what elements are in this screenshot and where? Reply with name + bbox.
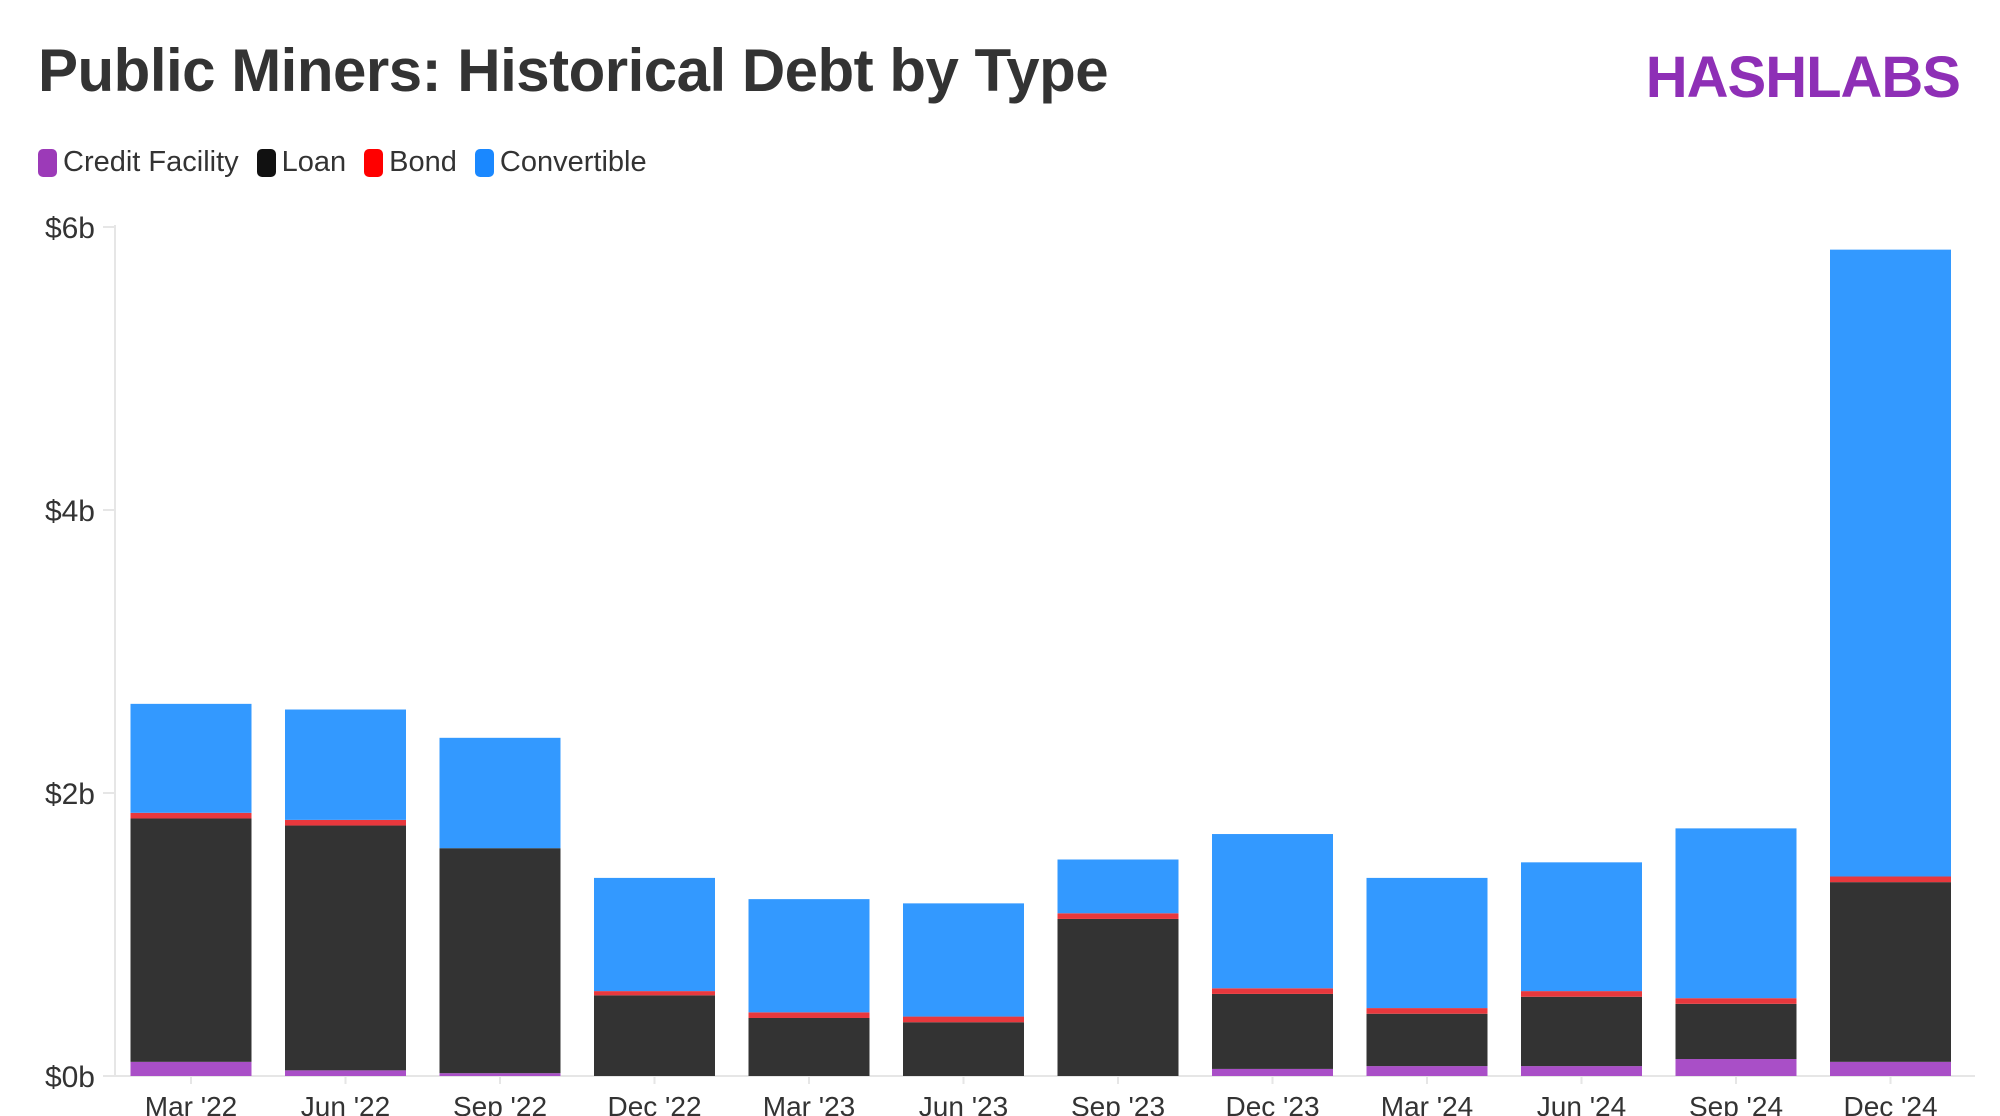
chart-title: Public Miners: Historical Debt by Type [38, 37, 1109, 104]
x-tick-label: Jun '24 [1537, 1091, 1626, 1116]
x-tick-label: Mar '22 [145, 1091, 238, 1116]
bar-bond-3 [594, 991, 715, 996]
bar-bond-4 [748, 1012, 870, 1018]
hashlabs-logo: HASHLABS [1645, 45, 1961, 110]
legend-label: Loan [281, 146, 347, 178]
bar-convertible-10 [1675, 828, 1797, 999]
x-tick-label: Sep '22 [453, 1091, 547, 1116]
bar-convertible-9 [1521, 862, 1642, 992]
chart-legend: Credit Facility Loan Bond Convertible [38, 146, 647, 179]
bar-loan-4 [748, 1017, 870, 1076]
legend-item-loan[interactable]: Loan [256, 146, 347, 179]
y-tick-label: $0b [45, 1061, 95, 1094]
bar-loan-11 [1830, 882, 1951, 1062]
bar-loan-10 [1675, 1003, 1797, 1060]
bond-swatch-icon [364, 148, 384, 177]
bar-bond-1 [285, 819, 406, 826]
bar-bond-7 [1212, 988, 1333, 994]
bar-credit-facility-10 [1675, 1059, 1797, 1076]
bar-convertible-0 [130, 703, 252, 813]
x-tick-label: Dec '22 [607, 1091, 701, 1116]
bar-convertible-3 [594, 877, 715, 992]
bar-loan-3 [594, 995, 715, 1076]
bar-convertible-5 [903, 903, 1024, 1017]
bar-convertible-8 [1366, 877, 1488, 1009]
x-tick-label: Dec '24 [1843, 1091, 1937, 1116]
legend-label: Bond [389, 146, 457, 178]
bar-convertible-2 [439, 737, 561, 849]
bar-bond-0 [130, 812, 252, 819]
y-tick-label: $4b [45, 495, 95, 528]
x-tick-label: Mar '23 [763, 1091, 856, 1116]
bar-loan-7 [1212, 993, 1333, 1069]
legend-label: Convertible [499, 146, 647, 178]
x-tick-label: Dec '23 [1225, 1091, 1319, 1116]
bar-convertible-7 [1212, 834, 1333, 989]
bar-credit-facility-8 [1366, 1066, 1488, 1076]
bar-loan-0 [130, 818, 252, 1062]
x-tick-label: Sep '23 [1071, 1091, 1165, 1116]
bar-credit-facility-7 [1212, 1068, 1333, 1076]
bar-credit-facility-11 [1830, 1061, 1951, 1076]
bar-loan-6 [1057, 918, 1179, 1076]
bar-convertible-1 [285, 709, 406, 820]
bar-credit-facility-2 [439, 1073, 561, 1076]
bar-credit-facility-1 [285, 1070, 406, 1076]
bar-loan-2 [439, 848, 561, 1074]
bar-bond-5 [903, 1016, 1024, 1023]
bar-bond-9 [1521, 991, 1642, 997]
y-tick-label: $2b [45, 778, 95, 811]
y-tick-label: $6b [45, 212, 95, 245]
bar-bond-10 [1675, 998, 1797, 1004]
x-tick-label: Sep '24 [1689, 1091, 1783, 1116]
x-tick-label: Jun '23 [919, 1091, 1008, 1116]
bar-credit-facility-9 [1521, 1066, 1642, 1076]
bar-loan-1 [285, 825, 406, 1071]
bar-bond-8 [1366, 1008, 1488, 1014]
legend-label: Credit Facility [63, 146, 239, 178]
bar-loan-8 [1366, 1013, 1488, 1067]
x-tick-label: Mar '24 [1381, 1091, 1474, 1116]
legend-item-convertible[interactable]: Convertible [474, 146, 647, 179]
bar-credit-facility-0 [130, 1061, 252, 1076]
legend-item-credit-facility[interactable]: Credit Facility [38, 146, 239, 179]
bar-convertible-11 [1830, 249, 1951, 877]
convertible-swatch-icon [474, 148, 494, 177]
bar-convertible-6 [1057, 859, 1179, 914]
bar-loan-5 [903, 1022, 1024, 1076]
bar-bond-6 [1057, 913, 1179, 919]
credit-facility-swatch-icon [38, 148, 57, 177]
x-tick-label: Jun '22 [301, 1091, 390, 1116]
loan-swatch-icon [256, 148, 276, 177]
bar-loan-9 [1521, 996, 1642, 1067]
bar-convertible-4 [748, 899, 870, 1013]
legend-item-bond[interactable]: Bond [364, 146, 457, 179]
bar-bond-11 [1830, 876, 1951, 883]
